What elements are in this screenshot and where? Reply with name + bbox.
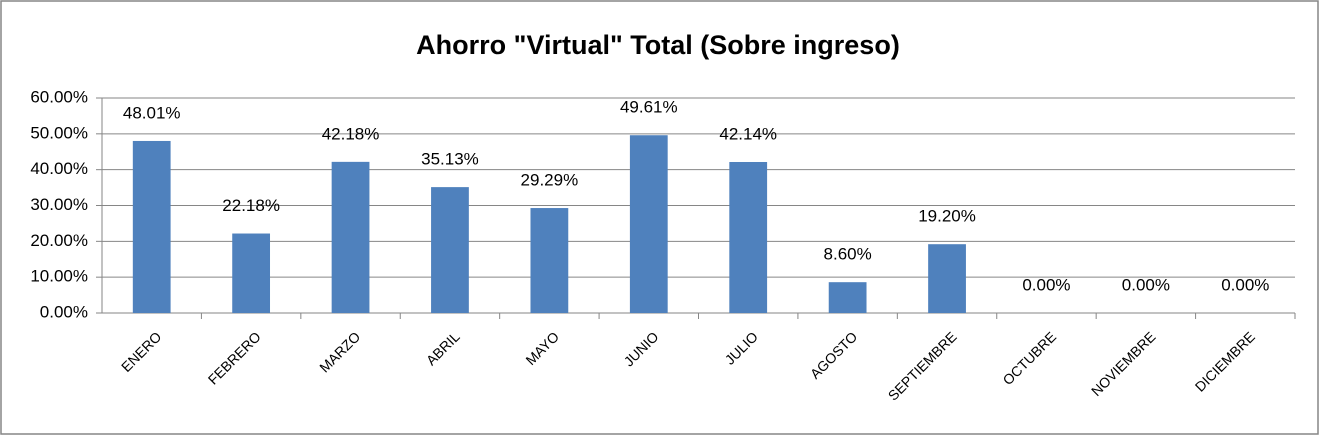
value-label: 0.00% bbox=[1022, 275, 1070, 294]
bar bbox=[232, 233, 271, 313]
value-label: 42.14% bbox=[719, 124, 777, 143]
y-tick-label: 20.00% bbox=[30, 231, 88, 250]
y-tick-label: 50.00% bbox=[30, 123, 88, 142]
value-label: 42.18% bbox=[322, 124, 380, 143]
y-tick-label: 10.00% bbox=[30, 267, 88, 286]
bar bbox=[530, 208, 569, 313]
bar bbox=[132, 140, 171, 313]
value-label: 48.01% bbox=[123, 103, 181, 122]
bar bbox=[629, 135, 668, 313]
y-tick-label: 40.00% bbox=[30, 159, 88, 178]
bar bbox=[331, 161, 370, 313]
value-label: 35.13% bbox=[421, 150, 479, 169]
value-label: 0.00% bbox=[1122, 275, 1170, 294]
bar bbox=[928, 244, 966, 313]
value-label: 49.61% bbox=[620, 98, 678, 117]
bar bbox=[431, 187, 469, 313]
y-tick-label: 0.00% bbox=[40, 302, 88, 321]
value-label: 0.00% bbox=[1221, 275, 1269, 294]
bar bbox=[828, 282, 867, 313]
bar bbox=[729, 161, 768, 313]
chart-title: Ahorro "Virtual" Total (Sobre ingreso) bbox=[416, 30, 900, 60]
value-label: 29.29% bbox=[521, 171, 579, 190]
y-tick-label: 30.00% bbox=[30, 195, 88, 214]
value-label: 8.60% bbox=[824, 245, 872, 264]
value-label: 19.20% bbox=[918, 207, 976, 226]
y-tick-label: 60.00% bbox=[30, 87, 88, 106]
value-label: 22.18% bbox=[222, 196, 280, 215]
